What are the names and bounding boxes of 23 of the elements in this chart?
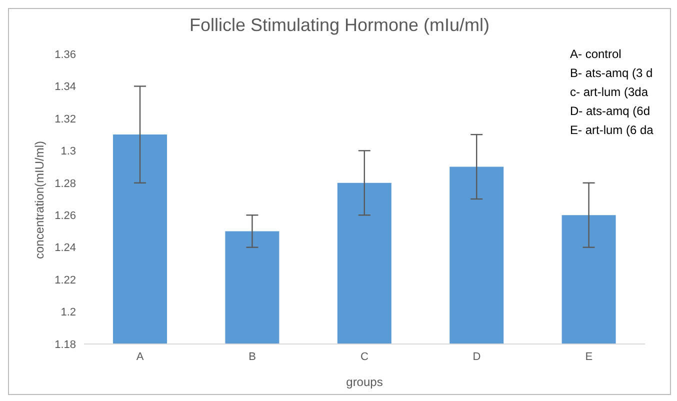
y-tick-label: 1.22 xyxy=(54,274,76,286)
x-tick-label: A xyxy=(136,350,144,363)
annotation: D- ats-amq (6d xyxy=(570,103,652,120)
annotation: c- art-lum (3da xyxy=(570,84,650,101)
x-tick-label: B xyxy=(248,350,256,363)
y-axis-title: concentration(mIU/ml) xyxy=(32,140,46,259)
annotation: E- art-lum (6 da xyxy=(570,122,654,139)
y-tick-label: 1.26 xyxy=(54,210,76,222)
y-tick-label: 1.24 xyxy=(54,242,76,254)
chart-title: Follicle Stimulating Hormone (mIu/ml) xyxy=(188,15,491,36)
y-tick-label: 1.2 xyxy=(60,306,76,319)
x-axis-title: groups xyxy=(346,375,383,389)
y-tick-label: 1.34 xyxy=(54,81,76,94)
y-tick-label: 1.36 xyxy=(54,48,76,61)
y-tick-label: 1.3 xyxy=(60,146,76,158)
annotation: A- control xyxy=(570,46,622,63)
y-tick-label: 1.18 xyxy=(54,338,76,351)
y-tick-label: 1.28 xyxy=(54,178,76,190)
x-tick-label: C xyxy=(360,350,369,363)
x-tick-label: D xyxy=(472,350,481,363)
y-tick-label: 1.32 xyxy=(54,113,76,126)
x-tick-label: E xyxy=(585,350,593,363)
annotation: B- ats-amq (3 d xyxy=(570,65,654,82)
